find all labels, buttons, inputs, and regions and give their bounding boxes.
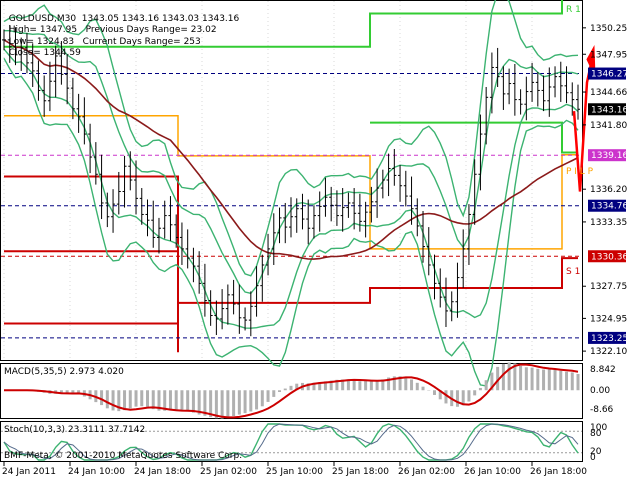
stoch-tick-80: 80 [590,429,602,439]
time-tick-label: 26 Jan 10:00 [464,467,521,477]
pivot-s1-left [4,175,179,353]
price-badge [588,331,626,344]
high-info: High= 1347.95 Previous Days Range= 23.02 [3,15,217,35]
price-tick-label: 1341.80 [590,121,627,131]
band-lower-inner [3,48,579,329]
price-badge-label: 1343.16 [591,105,628,115]
ma-line [3,39,579,260]
close-info: Close= 1344.59 [3,38,81,58]
prev-range-value: Previous Days Range= 23.02 [85,25,217,35]
moving-average [3,39,579,260]
price-tick-label: 1322.10 [590,347,627,357]
price-tick-label: 1347.95 [590,50,627,60]
price-badge-label: 1339.16 [591,151,628,161]
stoch-signal-line [3,423,579,461]
pivot-pp-line [4,114,578,250]
high-value: High= 1347.95 [8,25,78,35]
macd-signal-line [4,363,579,419]
symbol-title: GOLDUSD,M30 [8,14,77,24]
price-tick-label: 1333.35 [590,218,627,228]
band-lower-outer [3,57,579,387]
pivot-s1-line [178,257,578,304]
time-tick-label: 25 Jan 18:00 [332,467,389,477]
price-badge [588,250,626,263]
time-tick-label: 26 Jan 18:00 [530,467,587,477]
pivot-pp-label: P I L P [566,167,594,177]
stoch-tick-100: 100 [590,423,607,433]
price-tick-label: 1350.25 [590,24,627,34]
ohlc-values: 1343.05 1343.16 1343.03 1343.16 [81,14,240,24]
time-tick-label: 24 Jan 2011 [2,467,56,477]
macd-label: MACD(5,35,5) 2.973 4.020 [4,367,124,377]
stochastic-indicator [1,423,582,461]
band-upper-outer [3,0,579,277]
macd-tick-top: 8.842 [590,365,616,375]
pivot-r1-lower [370,121,578,154]
low-value: Low= 1324.83 [8,37,75,47]
stoch-tick-0: 0 [590,453,596,463]
time-tick-label: 24 Jan 10:00 [68,467,125,477]
price-tick-label: 1324.95 [590,314,627,324]
macd-tick-bottom: -8.66 [590,405,614,415]
stoch-label: Stoch(10,3,3) 23.3111 37.7142 [4,425,145,435]
low-info: Low= 1324.83 Current Days Range= 253 [3,27,201,47]
price-badge-label: 1334.76 [591,202,628,212]
curr-range-value: Current Days Range= 253 [82,37,201,47]
macd-pane[interactable] [0,363,583,419]
time-tick-label: 26 Jan 02:00 [398,467,455,477]
pivot-levels [4,0,578,353]
macd-tick-mid: 0.00 [590,386,610,396]
price-tick-label: 1336.20 [590,185,627,195]
time-tick-label: 25 Jan 02:00 [200,467,257,477]
close-value: Close= 1344.59 [8,48,81,58]
stoch-pane[interactable] [0,421,583,462]
price-badge-label: 1323.25 [591,334,628,344]
symbol-info: GOLDUSD,M30 1343.05 1343.16 1343.03 1343… [3,4,240,24]
pivot-s1-label: S 1 [566,267,580,277]
price-badge [588,149,626,162]
price-badge [588,103,626,116]
macd-indicator [4,362,580,419]
time-tick-label: 25 Jan 10:00 [266,467,323,477]
pivot-r1-line [4,0,563,48]
time-tick-label: 24 Jan 18:00 [134,467,191,477]
pivot-r1-label: R 1 [566,5,581,15]
price-badge-label: 1346.27 [591,70,628,80]
time-axis: 24 Jan 2011 24 Jan 10:00 24 Jan 18:00 25 Ja… [2,462,587,477]
price-tick-label: 1344.66 [590,88,627,98]
price-pane[interactable] [0,0,583,361]
stoch-tick-20: 20 [590,447,602,457]
copyright-text: BMF-Meta, © 2001-2010 MetaQuotes Softwar… [4,451,242,461]
price-badge [588,67,626,80]
price-badge [588,199,626,212]
price-badge-label: 1330.36 [591,252,628,262]
price-bars [2,24,580,337]
price-tick-label: 1327.75 [590,282,627,292]
price-axis: 1350.25 1347.95 1344.66 1341.80 1336.20 1333.… [582,24,628,357]
